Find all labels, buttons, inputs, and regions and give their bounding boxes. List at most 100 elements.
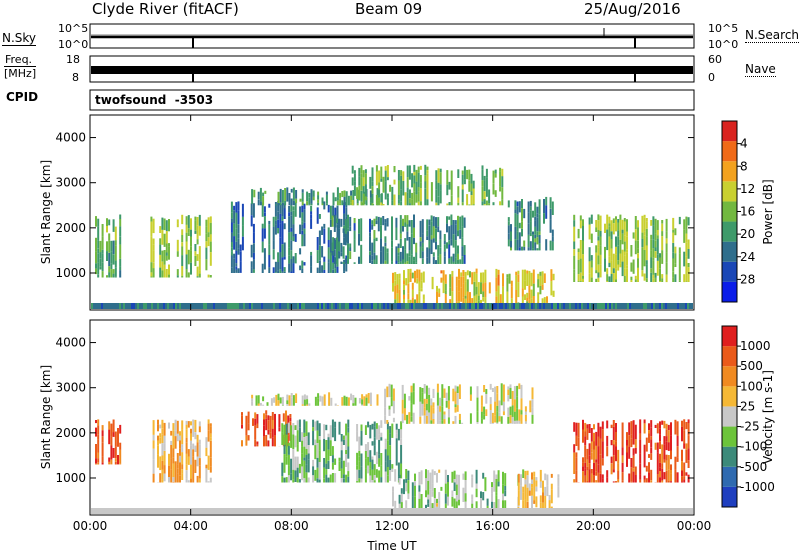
colorbar-swatch-1 xyxy=(722,466,737,487)
nave-tick-top: 60 xyxy=(708,53,722,66)
station-title: Clyde River (fitACF) xyxy=(92,0,239,18)
colorbar-swatch-6 xyxy=(722,161,737,182)
ytick-label-1000: 1000 xyxy=(55,471,86,485)
freq-label-line2: [MHz] xyxy=(4,66,37,80)
nsearch-tick-bottom: 10^0 xyxy=(708,38,739,51)
ytick-label-3000: 3000 xyxy=(55,381,86,395)
colorbar-swatch-0 xyxy=(722,486,737,507)
ytick-label-1000: 1000 xyxy=(55,266,86,280)
nave-label: Nave xyxy=(745,62,776,77)
colorbar-label-7: -1000 xyxy=(740,480,775,494)
velocity-colorbar-label: Velocity [m s-1] xyxy=(761,370,775,464)
power-heatmap-regions xyxy=(91,164,693,309)
colorbar-label-2: 12 xyxy=(740,182,755,196)
colorbar-swatch-6 xyxy=(722,366,737,387)
velocity-heatmap-regions xyxy=(91,383,693,514)
echo-region-6 xyxy=(351,164,504,206)
colorbar-label-5: -100 xyxy=(740,440,767,454)
ytick-label-2000: 2000 xyxy=(55,426,86,440)
power-axes: 1000 2000 3000 4000 xyxy=(55,115,695,310)
power-ylabel: Slant Range [km] xyxy=(39,160,53,264)
colorbar-label-6: 28 xyxy=(740,272,755,286)
echo-region-7 xyxy=(392,268,555,305)
colorbar-swatch-4 xyxy=(722,201,737,222)
echo-region-9 xyxy=(573,214,690,283)
echo-region-9 xyxy=(573,419,690,483)
freq-panel-frame xyxy=(89,55,695,83)
cpid-label: CPID xyxy=(6,90,39,104)
xtick-label-0: 00:00 xyxy=(73,519,108,533)
nsearch-label: N.Search xyxy=(745,28,800,43)
colorbar-swatch-3 xyxy=(722,221,737,242)
velocity-colorbar: 1000 500 100 25 -25 -100 -500 -1000 xyxy=(721,325,775,508)
echo-region-8 xyxy=(517,469,560,510)
colorbar-swatch-0 xyxy=(722,281,737,302)
colorbar-label-4: -25 xyxy=(740,420,760,434)
nsky-label: N.Sky xyxy=(2,31,37,46)
velocity-axes: 1000 2000 3000 4000 00:00 04:00 08:00 12:00 16:0… xyxy=(55,320,711,533)
cpid-id: -3503 xyxy=(174,93,214,107)
colorbar-label-0: 4 xyxy=(740,137,748,151)
echo-region-6 xyxy=(384,383,534,424)
colorbar-label-2: 100 xyxy=(740,379,763,393)
colorbar-label-1: 8 xyxy=(740,159,748,173)
nsearch-tick-top: 10^5 xyxy=(708,22,739,35)
colorbar-swatch-1 xyxy=(722,261,737,282)
colorbar-frame xyxy=(721,325,738,508)
colorbar-label-5: 24 xyxy=(740,250,755,264)
cpid-program: twofsound xyxy=(95,93,167,107)
colorbar-swatch-7 xyxy=(722,141,737,162)
colorbar-swatch-2 xyxy=(722,241,737,262)
ground-scatter-band xyxy=(91,303,693,309)
colorbar-swatch-5 xyxy=(722,386,737,407)
colorbar-swatch-3 xyxy=(722,426,737,447)
ytick-label-2000: 2000 xyxy=(55,221,86,235)
colorbar-label-1: 500 xyxy=(740,359,763,373)
echo-region-1 xyxy=(95,419,122,465)
xtick-label-2: 08:00 xyxy=(274,519,309,533)
echo-region-2 xyxy=(152,419,212,483)
beam-title: Beam 09 xyxy=(355,0,423,18)
colorbar-label-0: 1000 xyxy=(740,339,771,353)
xtick-label-1: 04:00 xyxy=(173,519,208,533)
nsky-panel-frame xyxy=(89,23,695,49)
xtick-label-5: 20:00 xyxy=(576,519,611,533)
velocity-ylabel: Slant Range [km] xyxy=(39,365,53,469)
colorbar-label-6: -500 xyxy=(740,460,767,474)
echo-region-5 xyxy=(281,419,403,483)
echo-region-7 xyxy=(392,469,520,510)
ytick-label-3000: 3000 xyxy=(55,176,86,190)
echo-region-4 xyxy=(251,392,379,406)
cpid-value: twofsound -3503 xyxy=(95,93,213,107)
colorbar-swatch-7 xyxy=(722,346,737,367)
colorbar-swatch-2 xyxy=(722,446,737,467)
freq-tick-bottom: 8 xyxy=(72,71,79,84)
ytick-label-4000: 4000 xyxy=(55,131,86,145)
echo-region-8 xyxy=(507,196,554,251)
power-colorbar: 4 8 12 16 20 24 28 xyxy=(721,120,755,303)
colorbar-swatch-4 xyxy=(722,406,737,427)
colorbar-swatch-8 xyxy=(722,326,737,347)
time-xlabel: Time UT xyxy=(366,539,417,553)
nsky-tick-bottom: 10^0 xyxy=(58,38,89,51)
colorbar-swatch-8 xyxy=(722,121,737,142)
colorbar-label-4: 20 xyxy=(740,227,755,241)
cpid-panel-frame xyxy=(89,89,695,111)
echo-region-1 xyxy=(95,214,122,278)
power-colorbar-label: Power [dB] xyxy=(761,179,775,244)
echo-region-3 xyxy=(230,201,348,273)
freq-trace xyxy=(91,66,693,74)
colorbar-label-3: 25 xyxy=(740,399,755,413)
xtick-label-4: 16:00 xyxy=(475,519,510,533)
freq-label-line1: Freq. xyxy=(5,53,33,66)
colorbar-swatch-5 xyxy=(722,181,737,202)
echo-region-5 xyxy=(331,214,466,264)
colorbar-label-3: 16 xyxy=(740,205,755,219)
echo-region-2 xyxy=(150,214,212,278)
ytick-label-4000: 4000 xyxy=(55,336,86,350)
xtick-label-6: 00:00 xyxy=(677,519,712,533)
nsky-tick-top: 10^5 xyxy=(58,22,89,35)
xtick-label-3: 12:00 xyxy=(375,519,410,533)
velocity-panel-frame xyxy=(89,319,695,516)
